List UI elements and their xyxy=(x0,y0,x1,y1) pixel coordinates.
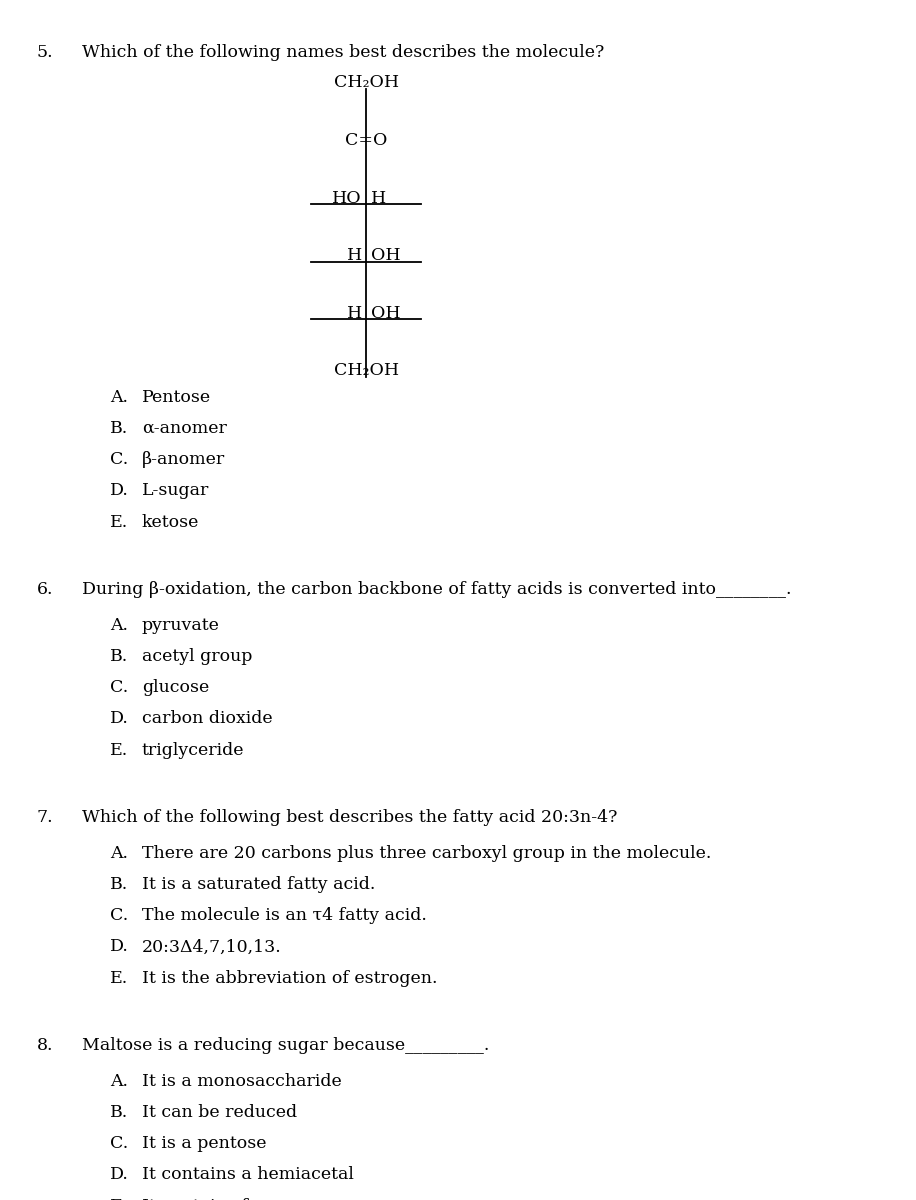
Text: 5.: 5. xyxy=(37,44,53,61)
Text: Maltose is a reducing sugar because_________.: Maltose is a reducing sugar because_____… xyxy=(82,1037,490,1054)
Text: 8.: 8. xyxy=(37,1037,53,1054)
Text: pyruvate: pyruvate xyxy=(142,617,220,634)
Text: D.: D. xyxy=(110,1166,129,1183)
Text: 20:3Δ4,7,10,13.: 20:3Δ4,7,10,13. xyxy=(142,938,282,955)
Text: A.: A. xyxy=(110,845,128,862)
Text: A.: A. xyxy=(110,1073,128,1090)
Text: It is a monosaccharide: It is a monosaccharide xyxy=(142,1073,342,1090)
Text: During β-oxidation, the carbon backbone of fatty acids is converted into________: During β-oxidation, the carbon backbone … xyxy=(82,581,792,598)
Text: D.: D. xyxy=(110,710,129,727)
Text: ketose: ketose xyxy=(142,514,200,530)
Text: C=O: C=O xyxy=(345,132,387,149)
Text: E.: E. xyxy=(110,1198,128,1200)
Text: HO: HO xyxy=(333,190,362,206)
Text: carbon dioxide: carbon dioxide xyxy=(142,710,273,727)
Text: The molecule is an τ4 fatty acid.: The molecule is an τ4 fatty acid. xyxy=(142,907,427,924)
Text: CH₂OH: CH₂OH xyxy=(333,74,399,91)
Text: H: H xyxy=(346,305,362,322)
Text: E.: E. xyxy=(110,970,128,986)
Text: triglyceride: triglyceride xyxy=(142,742,245,758)
Text: E.: E. xyxy=(110,514,128,530)
Text: β-anomer: β-anomer xyxy=(142,451,225,468)
Text: It contains furanoses: It contains furanoses xyxy=(142,1198,328,1200)
Text: 7.: 7. xyxy=(37,809,53,826)
Text: A.: A. xyxy=(110,389,128,406)
Text: B.: B. xyxy=(110,1104,128,1121)
Text: E.: E. xyxy=(110,742,128,758)
Text: OH: OH xyxy=(371,247,400,264)
Text: It can be reduced: It can be reduced xyxy=(142,1104,297,1121)
Text: There are 20 carbons plus three carboxyl group in the molecule.: There are 20 carbons plus three carboxyl… xyxy=(142,845,712,862)
Text: C.: C. xyxy=(110,451,128,468)
Text: It is a saturated fatty acid.: It is a saturated fatty acid. xyxy=(142,876,376,893)
Text: CH₂OH: CH₂OH xyxy=(333,362,399,379)
Text: C.: C. xyxy=(110,907,128,924)
Text: α-anomer: α-anomer xyxy=(142,420,227,437)
Text: A.: A. xyxy=(110,617,128,634)
Text: C.: C. xyxy=(110,1135,128,1152)
Text: H: H xyxy=(371,190,387,206)
Text: It contains a hemiacetal: It contains a hemiacetal xyxy=(142,1166,354,1183)
Text: 6.: 6. xyxy=(37,581,53,598)
Text: B.: B. xyxy=(110,420,128,437)
Text: B.: B. xyxy=(110,876,128,893)
Text: B.: B. xyxy=(110,648,128,665)
Text: H: H xyxy=(346,247,362,264)
Text: D.: D. xyxy=(110,482,129,499)
Text: glucose: glucose xyxy=(142,679,209,696)
Text: It is the abbreviation of estrogen.: It is the abbreviation of estrogen. xyxy=(142,970,438,986)
Text: Pentose: Pentose xyxy=(142,389,211,406)
Text: Which of the following best describes the fatty acid 20:3n-4?: Which of the following best describes th… xyxy=(82,809,617,826)
Text: L-sugar: L-sugar xyxy=(142,482,210,499)
Text: acetyl group: acetyl group xyxy=(142,648,252,665)
Text: Which of the following names best describes the molecule?: Which of the following names best descri… xyxy=(82,44,605,61)
Text: OH: OH xyxy=(371,305,400,322)
Text: D.: D. xyxy=(110,938,129,955)
Text: C.: C. xyxy=(110,679,128,696)
Text: It is a pentose: It is a pentose xyxy=(142,1135,267,1152)
